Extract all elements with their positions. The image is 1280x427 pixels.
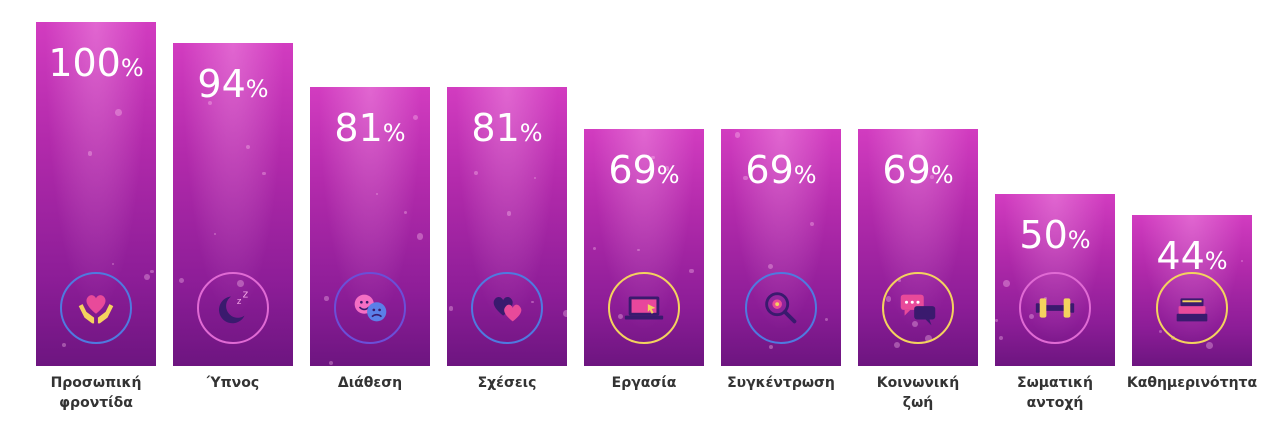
percent-sign: % (930, 160, 954, 189)
sparkle (533, 176, 537, 179)
sparkle (637, 248, 640, 252)
data-label: 100% (36, 44, 156, 82)
sparkle (208, 100, 213, 106)
data-value: 94 (197, 61, 246, 106)
books-icon (1156, 271, 1228, 344)
data-value: 69 (608, 147, 657, 192)
dumbbell-icon (1019, 272, 1091, 344)
category-label: Καθημερινότητα (1126, 375, 1258, 391)
data-value: 69 (882, 147, 931, 192)
sparkle (87, 151, 93, 156)
bar: 94% z z (173, 42, 293, 366)
percent-sign: % (656, 160, 680, 189)
chat-bubbles-icon (882, 271, 954, 344)
sparkle (474, 171, 479, 176)
sparkle (262, 171, 266, 176)
percent-sign: % (1204, 246, 1228, 275)
bar: 44% (1132, 214, 1252, 366)
bar: 81% (310, 87, 430, 366)
category-label: Ύπνος (206, 375, 260, 391)
sparkle (245, 144, 250, 150)
svg-text:z: z (243, 288, 249, 300)
bar: 69% (721, 128, 841, 366)
percent-sign: % (519, 119, 543, 148)
sparkle (1159, 329, 1163, 333)
sparkle (664, 166, 670, 171)
data-value: 100 (48, 41, 121, 85)
percent-sign: % (245, 74, 269, 103)
bar: 69% (584, 128, 704, 366)
sparkle (809, 221, 814, 226)
percent-sign: % (120, 54, 144, 82)
percent-sign: % (1067, 226, 1091, 254)
focus-search-icon (745, 271, 817, 344)
sparkle (995, 319, 998, 322)
category-label: Σωματική αντοχή (1017, 375, 1093, 411)
sparkle (376, 193, 379, 196)
bar: 81% (447, 87, 567, 366)
data-value: 81 (334, 106, 383, 151)
mood-faces-icon (334, 271, 406, 344)
sparkle (734, 132, 741, 138)
sparkle (743, 175, 749, 181)
hearts-icon (471, 271, 543, 344)
data-label: 50% (995, 216, 1115, 254)
data-label: 69% (584, 151, 704, 189)
sparkle (1240, 259, 1244, 263)
sparkle (651, 156, 655, 160)
sparkle (1194, 259, 1199, 264)
sparkle (416, 233, 423, 240)
percent-sign: % (382, 119, 406, 148)
percent-sign: % (793, 160, 817, 189)
bar: 100% (36, 22, 156, 366)
sparkle (999, 336, 1004, 341)
sparkle (449, 306, 454, 311)
laptop-icon (608, 271, 680, 344)
data-label: 81% (310, 109, 430, 147)
category-label: Διάθεση (337, 375, 403, 391)
sparkle (214, 232, 217, 236)
bar: 69% (858, 128, 978, 366)
bar: 50% (995, 194, 1115, 366)
category-label: Προσωπική φροντίδα (50, 375, 142, 411)
sparkle (114, 109, 122, 116)
sparkle (825, 317, 829, 321)
data-value: 69 (745, 147, 794, 192)
sparkle (562, 309, 567, 317)
data-label: 44% (1132, 237, 1252, 275)
sparkle (62, 343, 66, 347)
sparkle (593, 246, 597, 251)
data-value: 44 (1156, 233, 1205, 278)
sparkle (324, 296, 329, 301)
sparkle (143, 273, 151, 281)
category-label: Σχέσεις (477, 375, 537, 391)
sparkle (412, 114, 418, 121)
svg-text:z: z (237, 297, 242, 307)
heart-hands-icon (60, 272, 132, 344)
sparkle (930, 175, 935, 179)
data-value: 50 (1019, 213, 1068, 257)
category-label: Κοινωνική ζωή (876, 375, 960, 411)
category-label: Εργασία (611, 375, 677, 391)
data-label: 94% (173, 65, 293, 103)
sparkle (1003, 280, 1010, 287)
data-label: 81% (447, 109, 567, 147)
sparkle (767, 263, 773, 269)
data-label: 69% (858, 151, 978, 189)
sparkle (506, 210, 512, 216)
sparkle (893, 341, 900, 349)
sparkle (404, 211, 408, 215)
data-label: 69% (721, 151, 841, 189)
sparkle (768, 344, 773, 350)
sparkle (150, 269, 154, 274)
sparkle (328, 361, 333, 366)
sparkle (112, 262, 115, 265)
sparkle (1206, 342, 1213, 349)
data-value: 81 (471, 106, 520, 151)
sparkle (179, 278, 185, 284)
sparkle (689, 268, 694, 273)
category-label: Συγκέντρωση (727, 375, 835, 391)
